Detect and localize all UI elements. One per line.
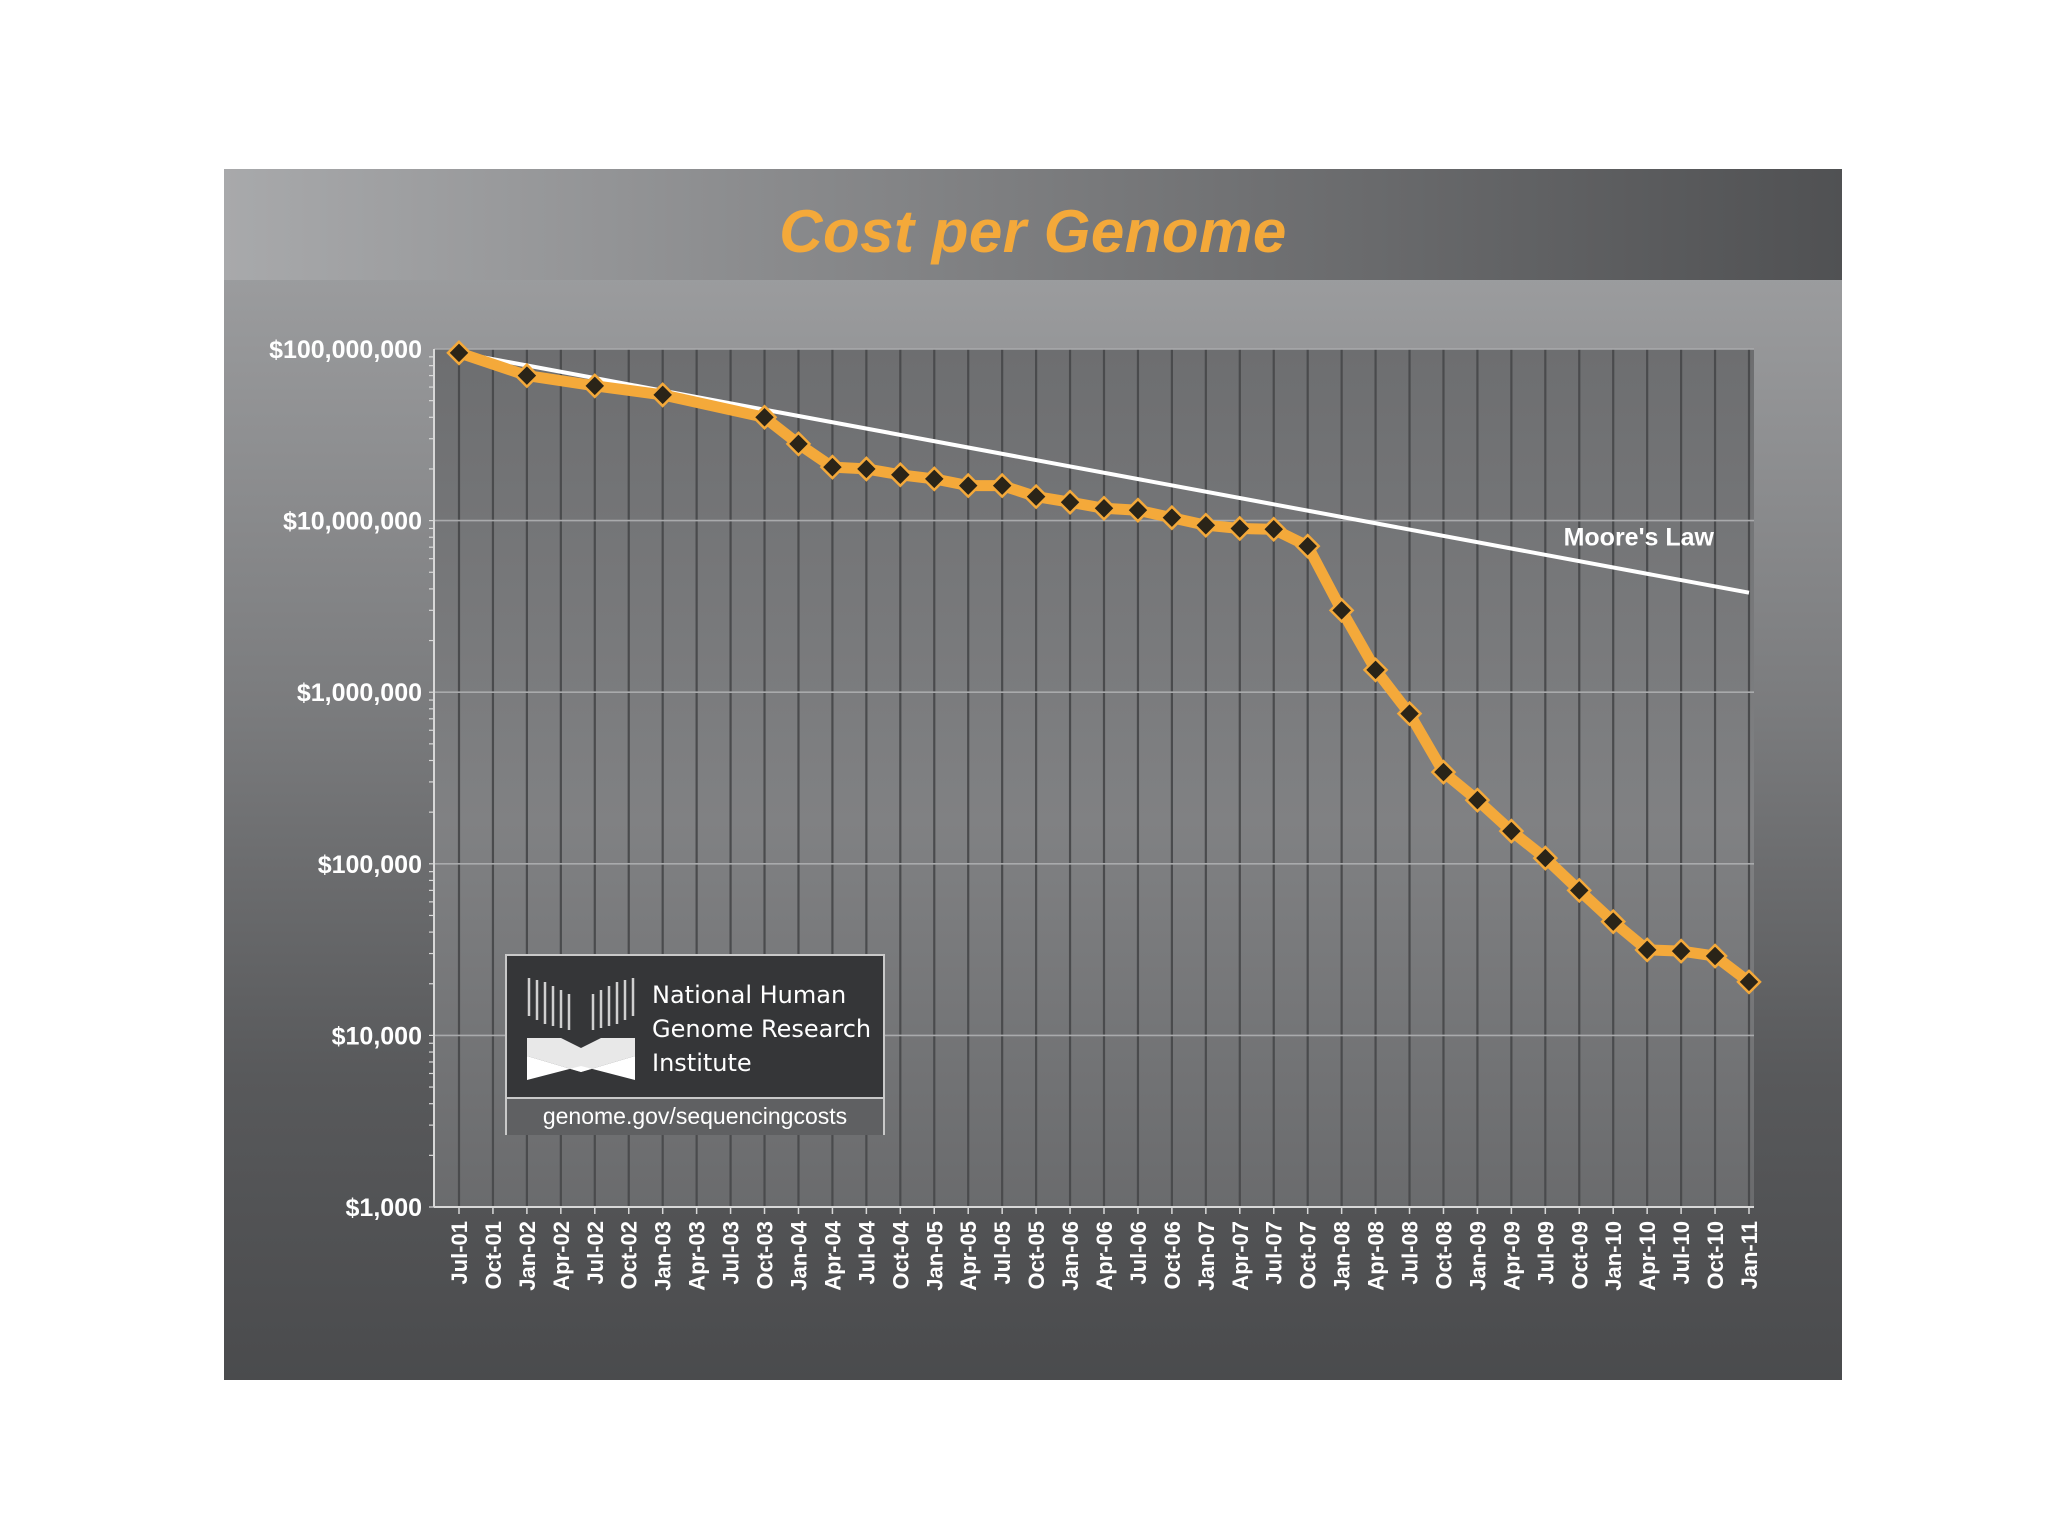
cost-series-line <box>453 347 1755 988</box>
logo-panel: National Human Genome Research Institute <box>507 956 883 1097</box>
nhgri-logo-box: National Human Genome Research Institute… <box>505 954 885 1135</box>
cost-data-point <box>1057 489 1083 515</box>
organization-name-line: Genome Research <box>652 1015 872 1043</box>
x-tick-label: Oct-08 <box>1431 1221 1456 1289</box>
cost-data-point <box>1600 908 1626 935</box>
cost-data-point <box>1091 495 1117 522</box>
cost-data-point <box>921 466 948 492</box>
cost-data-point <box>1294 533 1321 559</box>
cost-data-point <box>1498 818 1525 844</box>
x-tick-label: Jan-04 <box>786 1220 811 1290</box>
x-tick-label: Jul-08 <box>1398 1221 1423 1285</box>
organization-name-line: Institute <box>652 1049 752 1077</box>
organization-name-line: National Human <box>652 981 847 1009</box>
y-tick-label: $10,000,000 <box>283 508 422 536</box>
y-tick-label: $1,000,000 <box>297 679 422 707</box>
x-tick-label: Jul-10 <box>1669 1221 1694 1285</box>
chart-canvas: $100,000,000 $10,000,000 $1,000,000 $100,00… <box>269 336 1762 1291</box>
x-tick-label: Oct-04 <box>888 1220 913 1289</box>
x-tick-label: Jan-10 <box>1601 1221 1626 1291</box>
cost-data-point <box>1464 787 1491 813</box>
cost-data-point <box>582 373 608 399</box>
x-tick-label: Apr-07 <box>1228 1221 1253 1291</box>
x-tick-label: Jul-06 <box>1126 1221 1151 1285</box>
y-tick-label: $10,000 <box>332 1022 422 1050</box>
cost-data-point <box>1227 515 1253 542</box>
organization-name: National Human Genome Research Institute <box>652 978 877 1080</box>
x-tick-label: Jan-05 <box>922 1221 947 1291</box>
cost-data-point <box>751 404 778 431</box>
chart-title: Cost per Genome <box>779 198 1287 265</box>
moores-law-label: Moore's Law <box>1564 524 1715 552</box>
cost-data-point <box>1702 943 1728 969</box>
x-tick-label: Jan-09 <box>1465 1221 1490 1291</box>
cost-data-point <box>1566 877 1593 904</box>
cost-data-point <box>1023 483 1049 510</box>
cost-data-point <box>1668 938 1694 964</box>
cost-data-point <box>514 362 540 389</box>
x-tick-label: Jan-06 <box>1058 1221 1083 1291</box>
cost-data-point <box>1362 657 1389 683</box>
y-tick-label: $100,000,000 <box>269 336 422 364</box>
cost-data-point <box>446 340 472 366</box>
x-tick-label: Jul-01 <box>447 1221 472 1285</box>
x-tick-label: Oct-10 <box>1703 1221 1728 1289</box>
title-band <box>224 169 1842 280</box>
cost-data-point <box>1736 969 1762 995</box>
x-tick-label: Jul-04 <box>854 1220 879 1284</box>
cost-data-point <box>819 454 846 480</box>
cost-data-point <box>955 472 981 499</box>
cost-data-point <box>1396 700 1423 727</box>
x-tick-label: Apr-09 <box>1499 1221 1524 1291</box>
x-tick-label: Jul-05 <box>990 1221 1015 1285</box>
x-tick-label: Apr-08 <box>1364 1221 1389 1291</box>
x-tick-label: Apr-10 <box>1635 1221 1660 1291</box>
x-tick-label: Oct-02 <box>617 1221 642 1289</box>
x-tick-label: Apr-04 <box>820 1220 845 1290</box>
cost-data-point <box>1430 759 1457 785</box>
x-tick-label: Jul-02 <box>583 1221 608 1285</box>
cost-data-point <box>1532 845 1559 871</box>
cost-data-point <box>1634 937 1660 963</box>
x-tick-label: Oct-03 <box>753 1221 778 1289</box>
cost-data-point <box>1260 516 1287 543</box>
x-tick-label: Apr-06 <box>1092 1221 1117 1291</box>
source-url: genome.gov/sequencingcosts <box>507 1097 883 1135</box>
x-tick-label: Jan-07 <box>1194 1221 1219 1291</box>
x-tick-label: Oct-05 <box>1024 1221 1049 1289</box>
cost-data-point <box>649 382 676 408</box>
y-tick-label: $1,000 <box>346 1194 422 1222</box>
nhgri-logo-icon <box>527 978 635 1080</box>
x-tick-label: Jul-09 <box>1533 1221 1558 1285</box>
x-tick-label: Apr-05 <box>956 1221 981 1291</box>
cost-data-point <box>853 456 880 482</box>
x-tick-label: Jan-08 <box>1330 1221 1355 1291</box>
x-tick-label: Oct-06 <box>1160 1221 1185 1289</box>
cost-data-point <box>1159 504 1185 531</box>
cost-data-point <box>1193 512 1219 538</box>
x-tick-label: Oct-01 <box>481 1221 506 1289</box>
y-tick-label: $100,000 <box>318 851 422 879</box>
x-tick-label: Oct-09 <box>1567 1221 1592 1289</box>
x-tick-label: Apr-03 <box>685 1221 710 1291</box>
cost-data-point <box>1125 497 1151 523</box>
slide-background: Cost per Genome $100,000,000 $10,000,000 $… <box>224 169 1842 1380</box>
x-tick-label: Jan-03 <box>651 1221 676 1291</box>
x-tick-label: Oct-07 <box>1296 1221 1321 1289</box>
x-tick-label: Jul-07 <box>1262 1221 1287 1285</box>
cost-data-point <box>785 431 812 457</box>
cost-data-point <box>887 461 914 488</box>
x-tick-label: Jan-02 <box>515 1221 540 1291</box>
x-tick-label: Jul-03 <box>719 1221 744 1285</box>
cost-data-point <box>1328 597 1355 624</box>
x-tick-label: Jan-11 <box>1737 1221 1762 1290</box>
cost-data-point <box>989 472 1015 499</box>
x-tick-label: Apr-02 <box>549 1221 574 1291</box>
